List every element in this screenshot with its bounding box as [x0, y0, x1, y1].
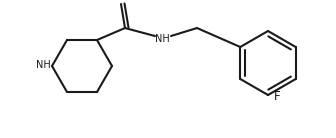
- Text: F: F: [274, 91, 280, 104]
- Text: O: O: [117, 0, 127, 2]
- Text: NH: NH: [36, 60, 50, 70]
- Text: NH: NH: [155, 34, 169, 44]
